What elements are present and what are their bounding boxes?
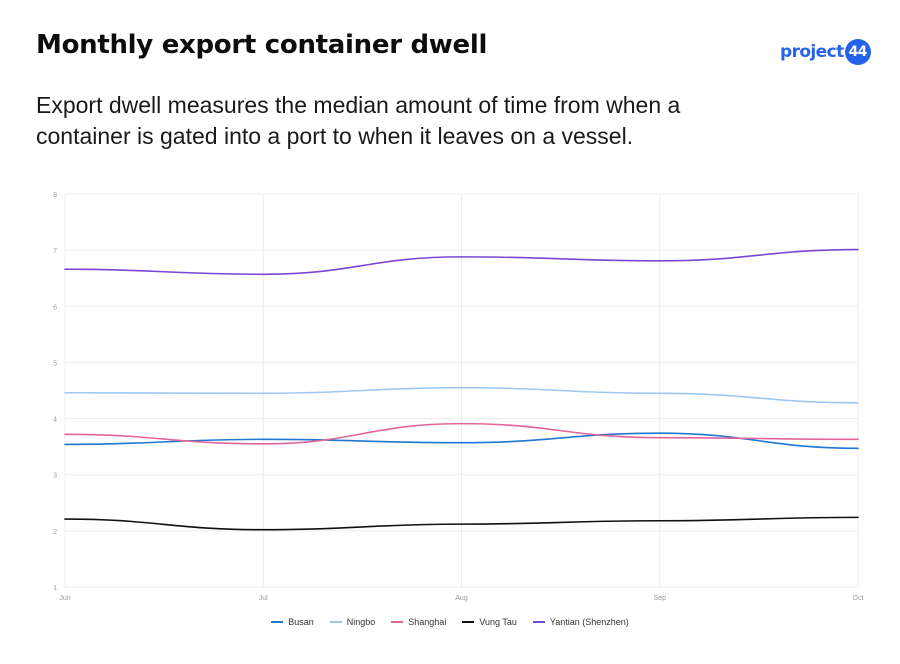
logo-badge: 44 bbox=[844, 39, 871, 65]
legend-label: Yantian (Shenzhen) bbox=[549, 617, 629, 627]
legend-item: Vung Tau bbox=[462, 617, 517, 627]
x-tick-label: Oct bbox=[853, 595, 864, 602]
legend-item: Ningbo bbox=[329, 617, 376, 627]
legend-swatch bbox=[532, 621, 545, 623]
chart-legend: Busan Ningbo Shanghai Vung Tau Yantian (Shen… bbox=[0, 617, 900, 627]
series-line-yantian-shenzhen bbox=[64, 248, 859, 276]
y-tick-label: 4 bbox=[53, 417, 57, 424]
series-line-vung-tau bbox=[64, 516, 859, 531]
y-tick-label: 6 bbox=[53, 304, 57, 311]
legend-item: Busan bbox=[271, 617, 314, 627]
legend-label: Busan bbox=[288, 617, 314, 627]
legend-label: Vung Tau bbox=[479, 617, 517, 627]
page-subtitle: Export dwell measures the median amount … bbox=[36, 92, 681, 149]
legend-label: Shanghai bbox=[408, 617, 447, 627]
x-tick-label: Jul bbox=[259, 595, 268, 602]
x-tick-label: Aug bbox=[455, 595, 468, 602]
x-tick-label: Jun bbox=[59, 595, 70, 602]
legend-swatch bbox=[271, 621, 284, 623]
y-tick-label: 2 bbox=[53, 529, 57, 536]
y-tick-label: 7 bbox=[53, 248, 57, 255]
legend-label: Ningbo bbox=[346, 617, 376, 627]
legend-swatch bbox=[462, 621, 475, 623]
legend-swatch bbox=[329, 621, 342, 623]
legend-item: Yantian (Shenzhen) bbox=[532, 617, 629, 627]
brand-logo: project 44 bbox=[780, 38, 871, 66]
y-tick-label: 3 bbox=[53, 473, 57, 480]
logo-text: project bbox=[780, 42, 844, 62]
y-tick-label: 1 bbox=[53, 585, 57, 592]
legend-item: Shanghai bbox=[391, 617, 446, 627]
series-line-ningbo bbox=[64, 386, 859, 404]
x-tick-label: Sep bbox=[654, 595, 667, 602]
series-line-shanghai bbox=[64, 422, 859, 445]
y-tick-label: 8 bbox=[53, 192, 57, 199]
y-tick-label: 5 bbox=[53, 360, 57, 367]
page-title: Monthly export container dwell bbox=[36, 30, 488, 60]
legend-swatch bbox=[391, 621, 404, 623]
series-line-busan bbox=[64, 432, 859, 450]
